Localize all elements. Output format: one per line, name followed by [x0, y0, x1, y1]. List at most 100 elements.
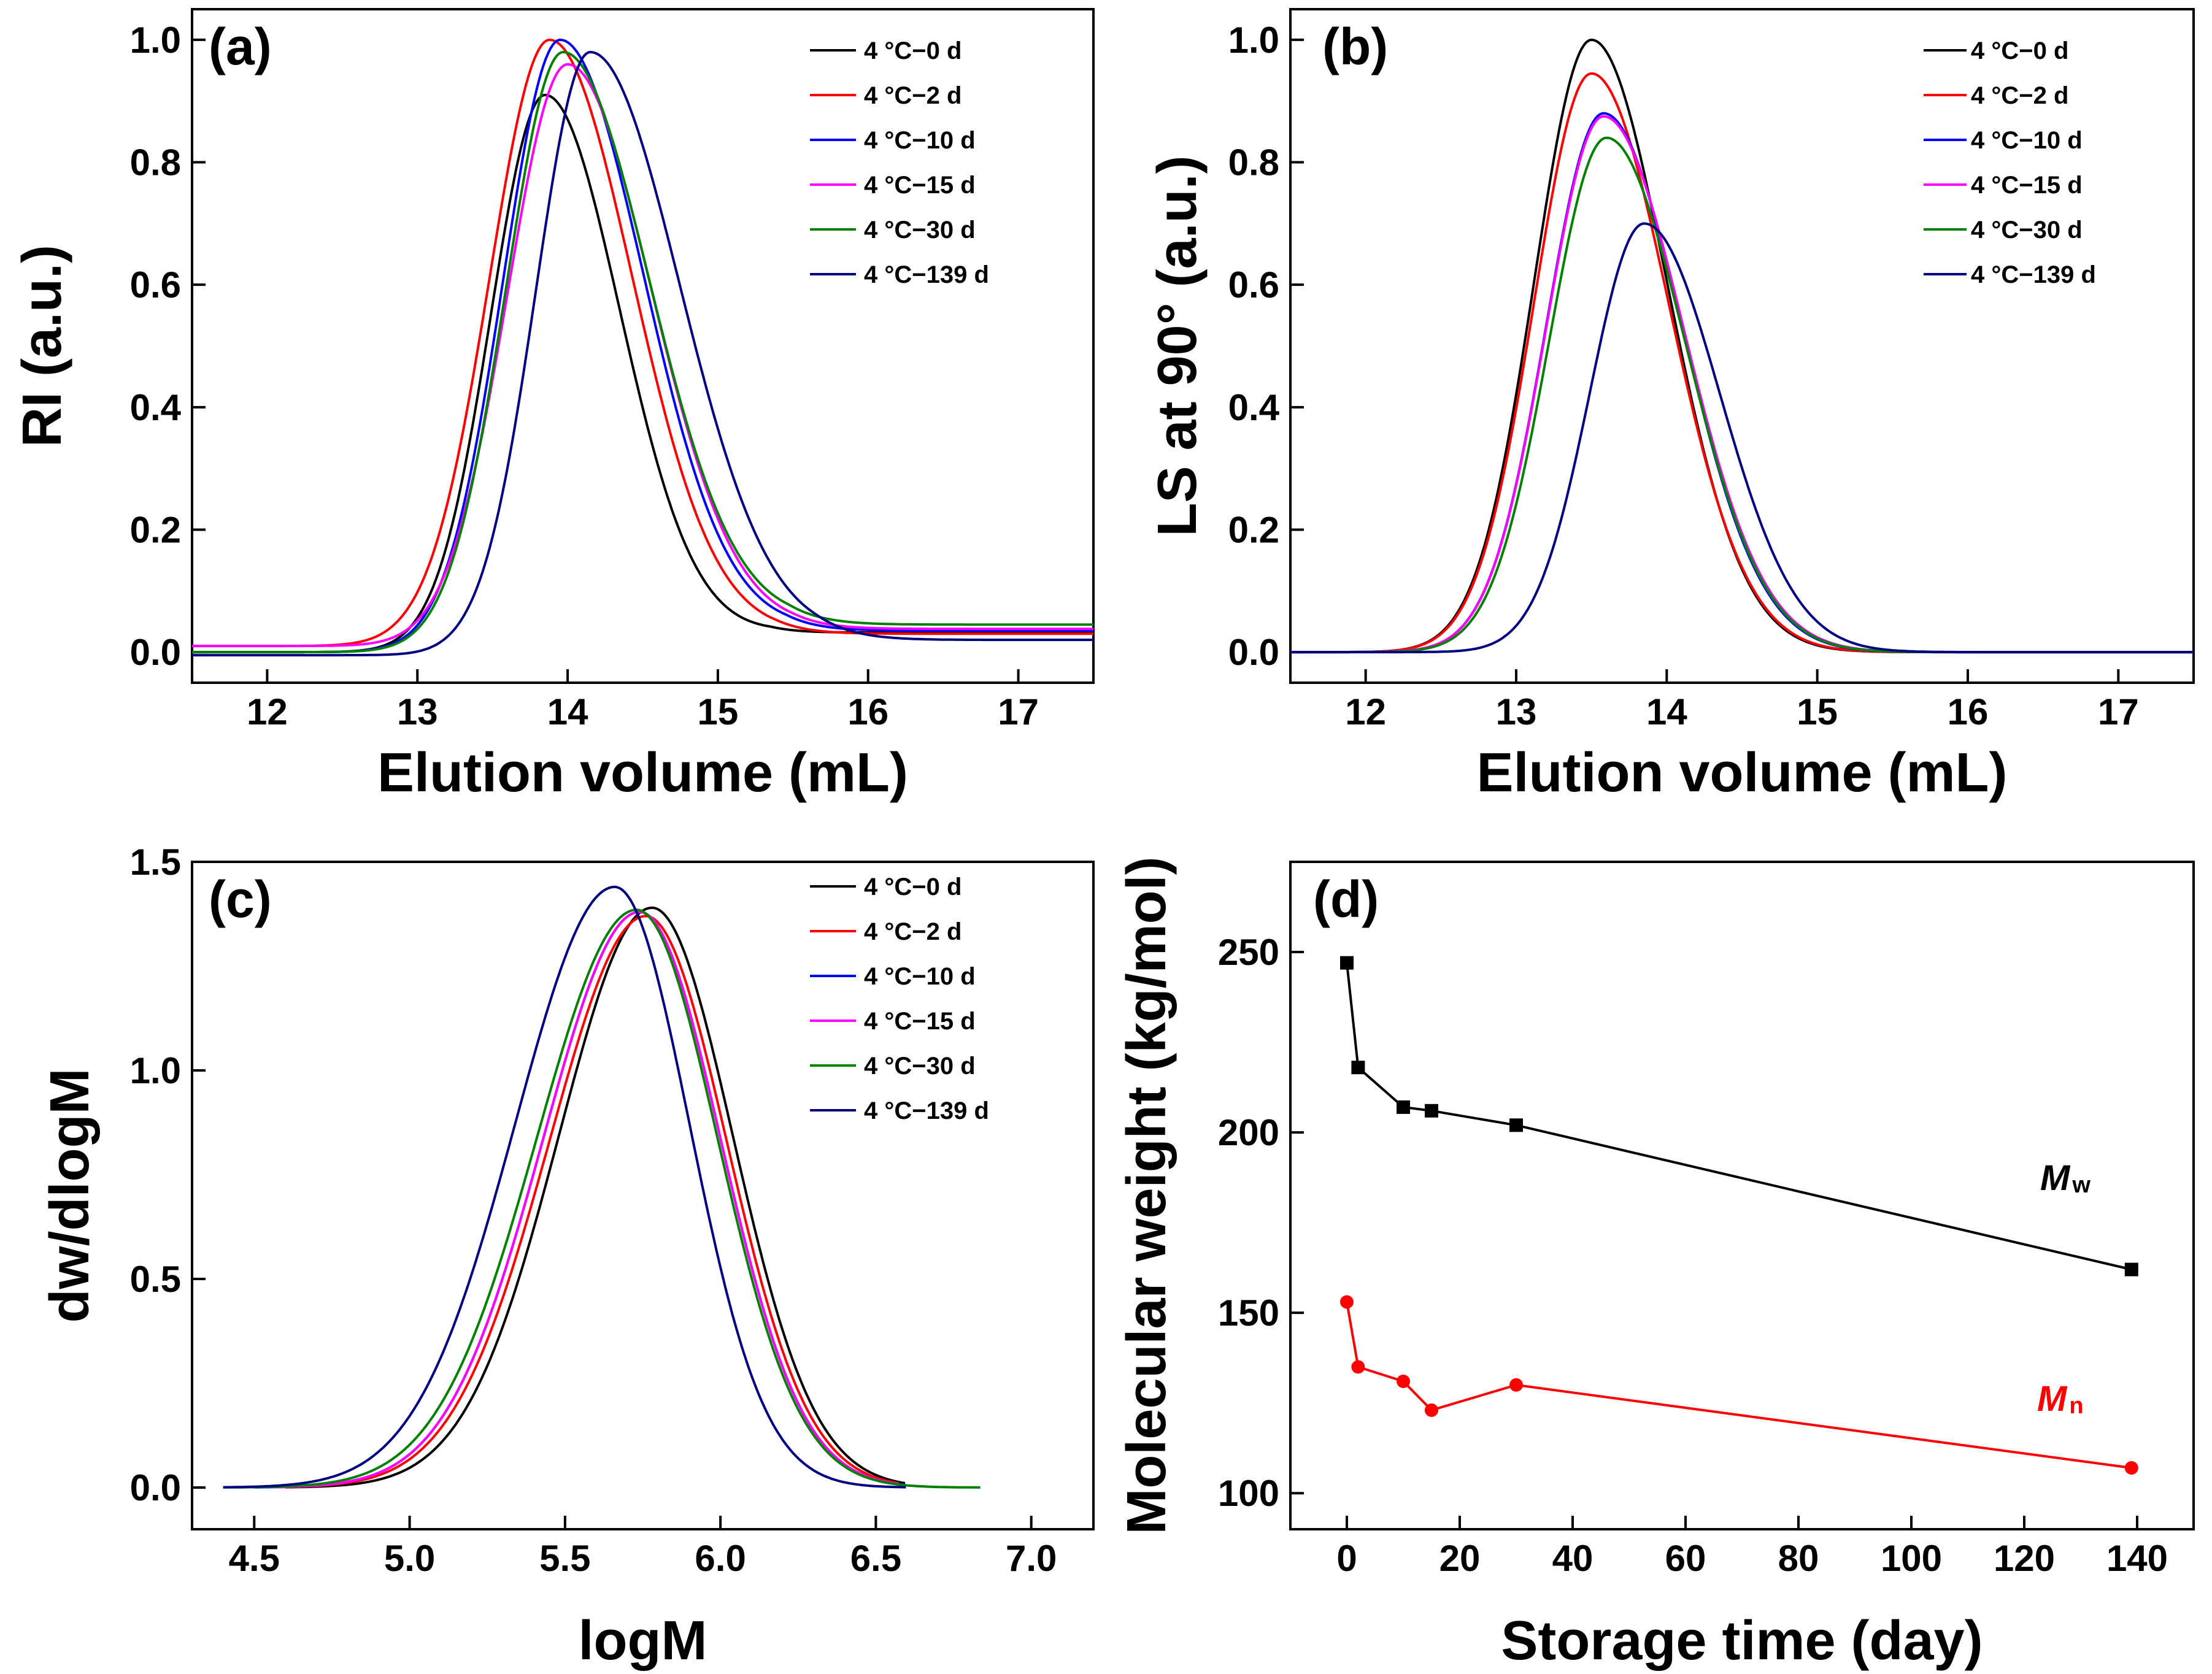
panel-c-molecular-weight-distribution: 4.5 5.0 5.5 6.0 6.5 7.0 0.0 0.5 1.0 1.5 logM dw/dlo…	[39, 842, 1095, 1672]
x-tick-label-b: 15	[1797, 691, 1838, 732]
panel-letter-d: (d)	[1313, 870, 1379, 928]
series-line-b-4	[1290, 136, 2194, 654]
x-tick-label-d: 20	[1439, 1538, 1481, 1579]
x-tick-label-d: 40	[1552, 1538, 1593, 1579]
y-tick-label-c: 1.0	[130, 1050, 181, 1091]
x-tick-label-a: 13	[397, 691, 438, 732]
data-point-mw	[1340, 956, 1354, 970]
x-tick-label-b: 16	[1948, 691, 1989, 732]
y-tick-label-a: 0.6	[130, 264, 181, 305]
x-tick-label-d: 100	[1881, 1538, 1942, 1579]
y-tick-label-a: 0.8	[130, 142, 181, 183]
legend-entry-c: 4 °C−139 d	[864, 1097, 989, 1124]
data-point-mn	[1351, 1360, 1365, 1374]
legend-entry-c: 4 °C−15 d	[864, 1008, 976, 1035]
legend-entry-c: 4 °C−10 d	[864, 963, 976, 990]
legend-entry-b: 4 °C−139 d	[1971, 261, 2096, 288]
data-point-mw	[1425, 1104, 1438, 1118]
x-tick-label-c: 6.5	[850, 1538, 901, 1579]
x-tick-label-a: 16	[847, 691, 888, 732]
legend-entry-b: 4 °C−30 d	[1971, 217, 2083, 244]
legend-entry-a: 4 °C−0 d	[864, 37, 961, 64]
plot-frame-b	[1289, 8, 2195, 684]
y-tick-label-d: 150	[1218, 1292, 1279, 1334]
panel-a-ri-chromatogram: 12 13 14 15 16 17 0.0 0.2 0.4 0.6 0.8 1.0 Elution vo…	[12, 8, 1095, 804]
y-tick-label-d: 200	[1218, 1112, 1279, 1153]
y-tick-label-b: 1.0	[1228, 20, 1279, 61]
series-line-a-5	[192, 50, 1093, 657]
x-axis-title-a: Elution volume (mL)	[377, 742, 908, 804]
y-tick-label-a: 0.2	[130, 509, 181, 550]
y-tick-label-b: 0.4	[1228, 387, 1280, 428]
series-line-c-4	[223, 908, 981, 1489]
y-tick-label-c: 1.5	[130, 842, 181, 883]
data-point-mw	[1397, 1100, 1410, 1114]
y-tick-label-a: 0.4	[130, 387, 182, 428]
legend-entry-a: 4 °C−139 d	[864, 261, 989, 288]
series-label-sub: w	[2071, 1172, 2091, 1198]
x-axis-title-b: Elution volume (mL)	[1477, 742, 2008, 804]
series-line-a-4	[192, 50, 1093, 654]
x-tick-label-b: 17	[2098, 691, 2139, 732]
plot-frame-c	[191, 861, 1095, 1530]
x-tick-label-c: 4.5	[229, 1538, 280, 1579]
series-line-b-5	[1290, 222, 2194, 654]
series-line-c-5	[223, 885, 906, 1489]
x-tick-label-a: 17	[998, 691, 1039, 732]
data-point-mn	[1425, 1403, 1438, 1417]
y-tick-label-b: 0.0	[1228, 632, 1279, 673]
series-label-main: M	[2037, 1379, 2068, 1419]
x-tick-label-c: 6.0	[695, 1538, 746, 1579]
x-tick-label-c: 5.5	[539, 1538, 590, 1579]
x-tick-label-d: 60	[1665, 1538, 1706, 1579]
data-point-mn	[1509, 1378, 1523, 1392]
legend-entry-b: 4 °C−2 d	[1971, 82, 2068, 109]
x-tick-label-d: 80	[1778, 1538, 1819, 1579]
plot-frame-d	[1289, 861, 2195, 1530]
series-label-main: M	[2040, 1158, 2071, 1198]
series-line-mn	[1346, 1302, 2132, 1469]
data-point-mw	[2124, 1262, 2138, 1277]
x-tick-label-c: 7.0	[1006, 1538, 1057, 1579]
x-tick-label-c: 5.0	[384, 1538, 435, 1579]
y-axis-title-a: RI (a.u.)	[12, 245, 73, 447]
y-tick-label-b: 0.8	[1228, 142, 1279, 183]
x-tick-label-b: 14	[1646, 691, 1687, 732]
data-point-mw	[1509, 1118, 1523, 1132]
plot-frame-a	[191, 8, 1095, 684]
panel-letter-b: (b)	[1322, 18, 1388, 75]
series-line-c-1	[279, 915, 900, 1489]
legend-entry-a: 4 °C−2 d	[864, 82, 961, 109]
legend-entry-b: 4 °C−15 d	[1971, 172, 2083, 199]
series-line-c-0	[285, 906, 906, 1489]
panel-letter-c: (c)	[209, 870, 272, 928]
y-tick-label-b: 0.6	[1228, 264, 1279, 305]
x-axis-title-c: logM	[579, 1610, 707, 1672]
legend-entry-c: 4 °C−0 d	[864, 873, 961, 900]
panel-letter-a: (a)	[209, 18, 272, 75]
data-point-mn	[1340, 1295, 1354, 1309]
y-axis-title-d: Molecular weight (kg/mol)	[1116, 856, 1177, 1534]
series-line-mw	[1346, 962, 2132, 1271]
x-tick-label-a: 14	[547, 691, 588, 732]
legend-entry-a: 4 °C−30 d	[864, 217, 976, 244]
legend-entry-a: 4 °C−15 d	[864, 172, 976, 199]
x-tick-label-b: 13	[1496, 691, 1537, 732]
x-tick-label-b: 12	[1345, 691, 1386, 732]
y-axis-title-b: LS at 90° (a.u.)	[1147, 155, 1208, 536]
x-tick-label-d: 120	[1994, 1538, 2055, 1579]
y-tick-label-d: 100	[1218, 1473, 1279, 1514]
series-line-b-1	[1290, 72, 2194, 654]
data-point-mw	[1351, 1061, 1365, 1075]
legend-entry-c: 4 °C−2 d	[864, 918, 961, 945]
series-label-sub: n	[2069, 1393, 2083, 1419]
y-tick-label-a: 0.0	[130, 632, 181, 673]
panel-b-ls-chromatogram: 12 13 14 15 16 17 0.0 0.2 0.4 0.6 0.8 1.0 Elution vo…	[1147, 8, 2195, 804]
data-point-mn	[2124, 1461, 2138, 1475]
x-axis-title-d: Storage time (day)	[1501, 1610, 1983, 1672]
y-tick-label-d: 250	[1218, 932, 1279, 973]
x-tick-label-a: 12	[247, 691, 288, 732]
